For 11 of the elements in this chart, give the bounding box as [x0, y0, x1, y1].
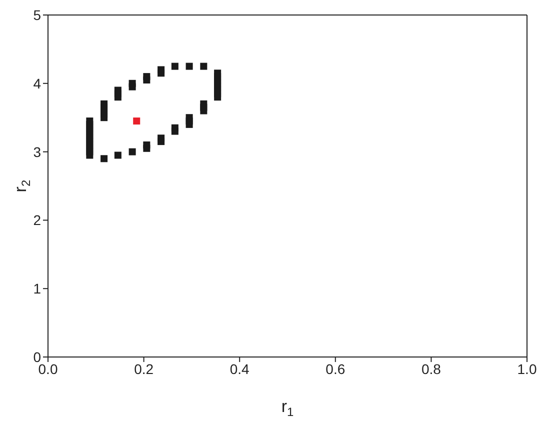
x-axis-title: r$_{1}$ [281, 397, 294, 419]
x-tick-label: 0.2 [134, 360, 154, 377]
y-tick-label: 5 [33, 6, 42, 23]
x-tick-label: 1.0 [517, 360, 537, 377]
y-tick-label: 1 [33, 280, 42, 297]
x-tick-label: 0.6 [326, 360, 346, 377]
x-tick-label: 0.8 [421, 360, 442, 377]
x-tick-label: 0.4 [230, 360, 250, 377]
y-tick-label: 3 [33, 144, 42, 160]
y-tick-label: 2 [33, 212, 42, 228]
y-tick-label: 4 [33, 75, 42, 92]
